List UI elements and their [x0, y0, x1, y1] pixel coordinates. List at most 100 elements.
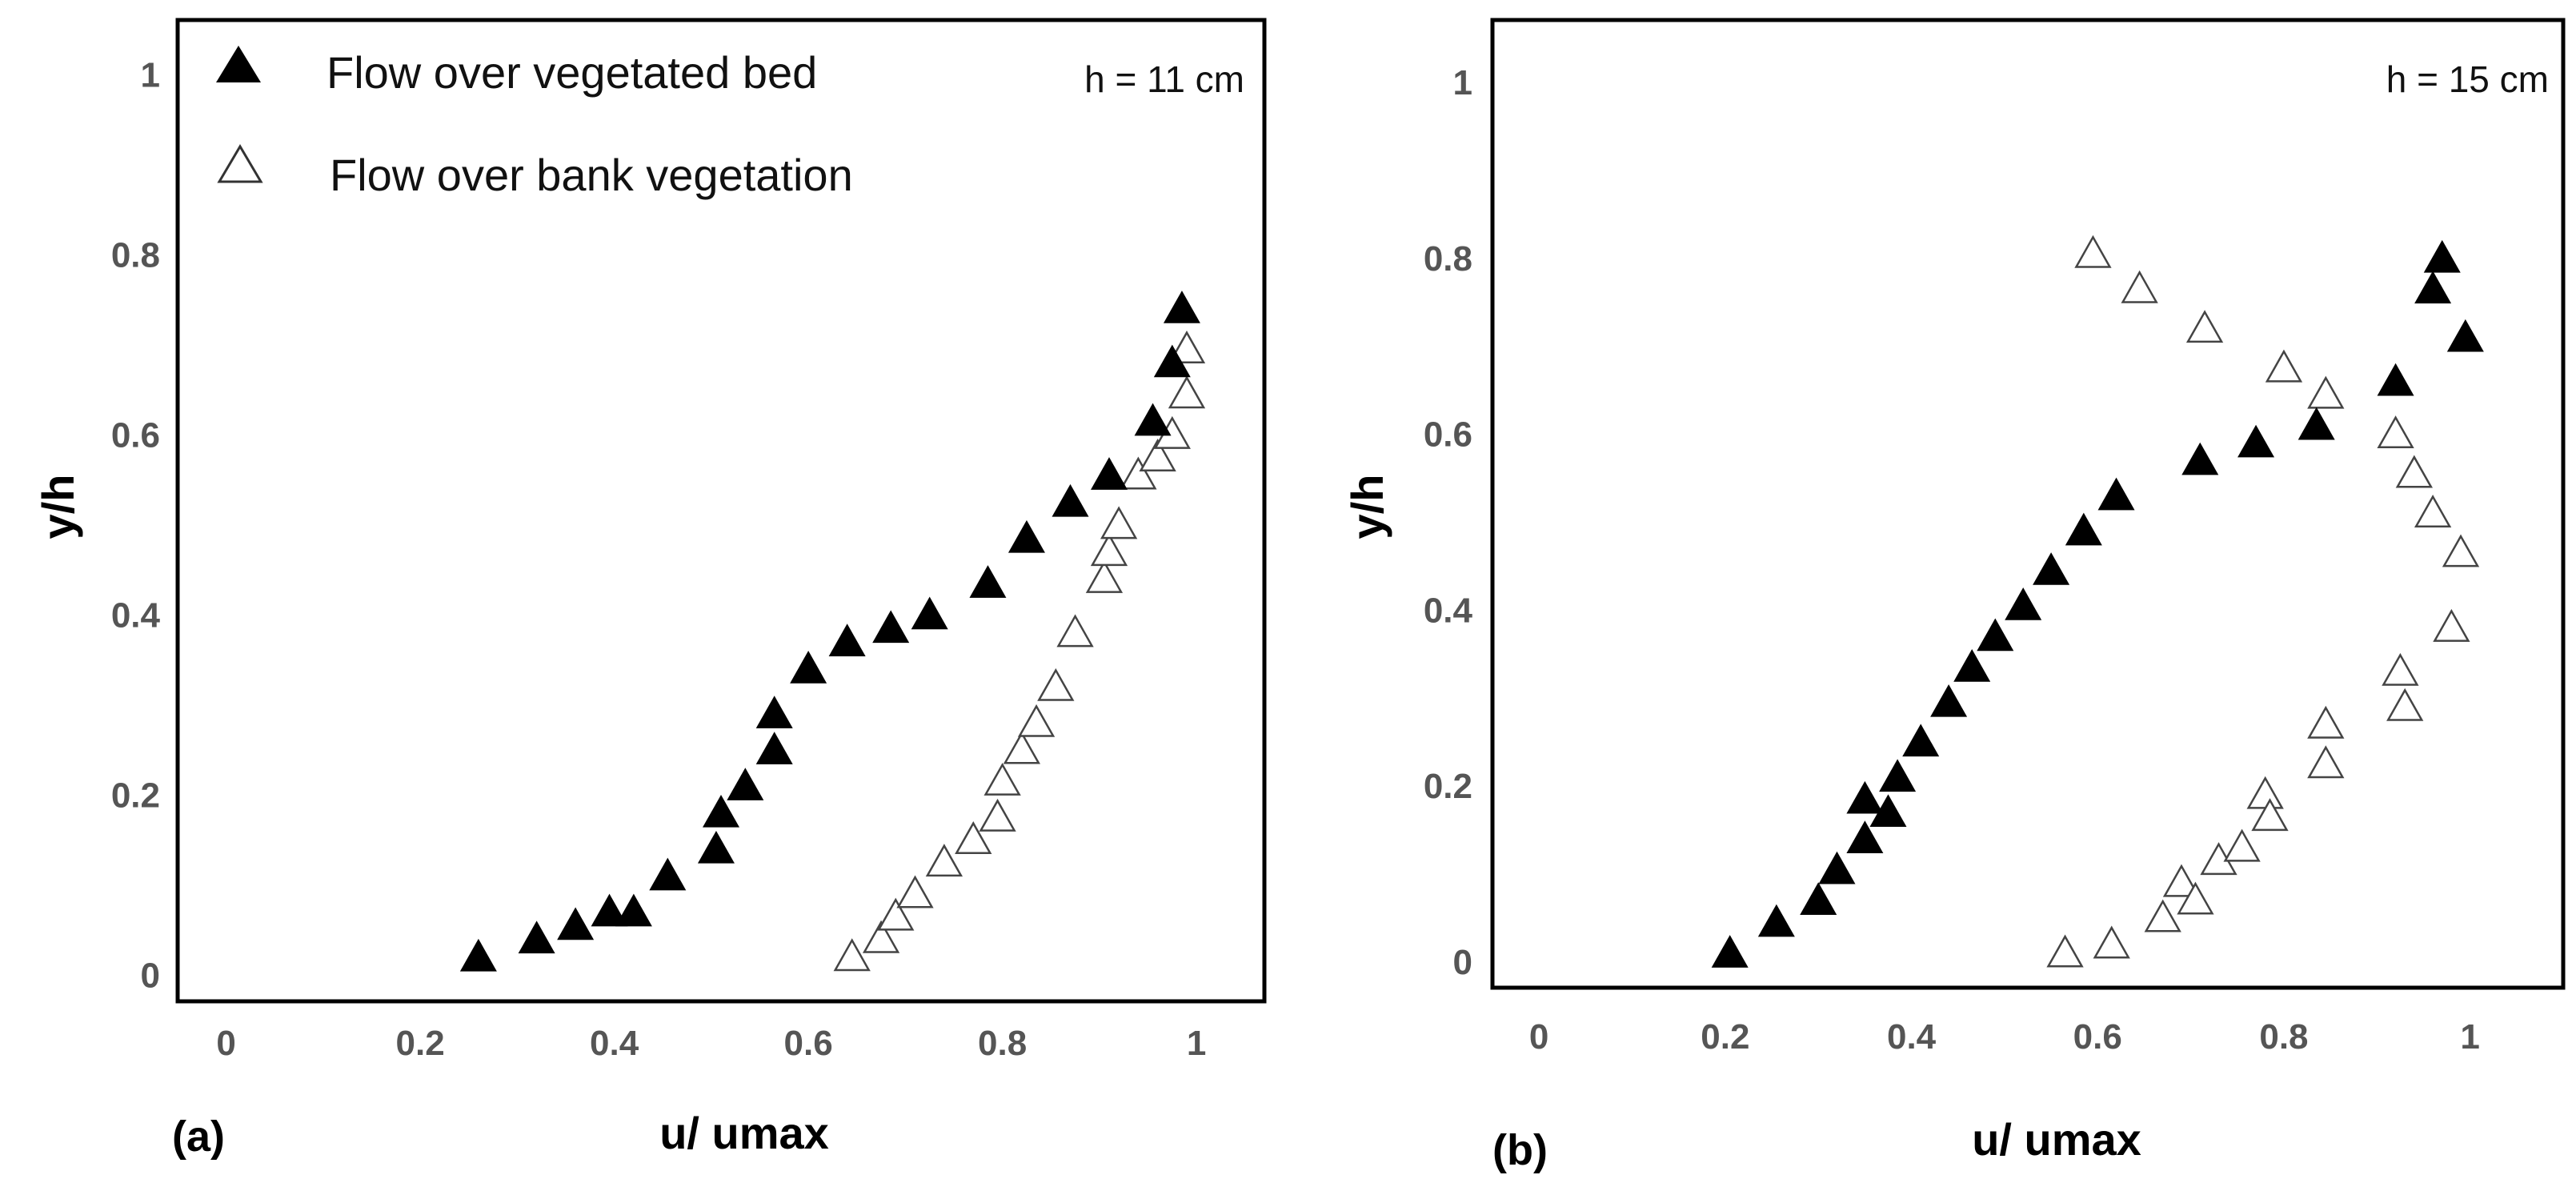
panel-a-x-tick-label: 1: [1187, 1024, 1206, 1063]
bank-vegetation-point: [1168, 375, 1206, 409]
bank-vegetation-point: [955, 821, 992, 855]
bank-vegetation-point: [2377, 415, 2414, 449]
panel-b-x-tick-label: 0.2: [1701, 1017, 1749, 1057]
panel-b-x-tick-label: 0.4: [1887, 1017, 1937, 1057]
legend-hollow-triangle-icon: [217, 144, 263, 183]
vegetated-bed-point: [1163, 291, 1200, 323]
panel-b-y-tick-label: 0.2: [1424, 767, 1472, 806]
panel-a-x-tick-label: 0.6: [784, 1024, 833, 1063]
bank-vegetation-point: [2223, 828, 2261, 862]
bank-vegetation-point: [2433, 608, 2470, 642]
panel-a-bank-vegetation-points: [833, 331, 1206, 972]
bank-vegetation-point: [1037, 668, 1075, 701]
bank-vegetation-point: [1017, 704, 1056, 737]
panel-a-depth-annotation: h = 11 cm: [1084, 58, 1244, 100]
bank-vegetation-point: [2185, 310, 2224, 343]
panel-a-plot-frame: [175, 18, 1267, 1004]
vegetated-bed-point: [697, 830, 735, 864]
vegetated-bed-point: [872, 610, 910, 644]
bank-vegetation-point: [1090, 533, 1128, 567]
panel-b-bank-vegetation-points: [2046, 235, 2480, 968]
vegetated-bed-point: [2377, 363, 2414, 396]
bank-vegetation-point: [2307, 375, 2345, 409]
bank-vegetation-point: [2121, 270, 2158, 303]
vegetated-bed-point: [1869, 794, 1907, 828]
vegetated-bed-point: [2033, 552, 2070, 585]
bank-vegetation-point: [2386, 688, 2424, 721]
vegetated-bed-point: [518, 920, 555, 954]
legend-vegetated-bed-label: Flow over vegetated bed: [327, 47, 817, 98]
bank-vegetation-point: [2382, 652, 2419, 686]
panel-a-y-tick-label: 0: [141, 956, 160, 995]
panel-a-y-tick-label: 0.8: [111, 235, 160, 275]
vegetated-bed-point: [557, 907, 595, 940]
bank-vegetation-point: [1056, 614, 1094, 648]
panel-b-x-tick-label: 0: [1529, 1017, 1548, 1057]
panel-a-x-tick-label: 0.4: [590, 1024, 639, 1063]
vegetated-bed-point: [755, 696, 793, 728]
panel-a-y-tick-label: 0.4: [111, 596, 161, 635]
vegetated-bed-point: [1008, 519, 1045, 553]
panel-a-x-axis-label: u/ umax: [659, 1108, 829, 1158]
vegetated-bed-point: [1953, 648, 1991, 682]
panel-a-vegetated-bed-points: [459, 291, 1200, 972]
vegetated-bed-point: [1711, 935, 1749, 968]
vegetated-bed-point: [2446, 319, 2484, 352]
vegetated-bed-point: [2423, 239, 2461, 273]
panel-a-x-tick-label: 0.8: [978, 1024, 1027, 1063]
panel-b-x-tick-label: 0.8: [2259, 1017, 2308, 1057]
bank-vegetation-point: [833, 938, 871, 972]
vegetated-bed-point: [828, 624, 866, 656]
vegetated-bed-point: [755, 732, 793, 764]
panel-a-x-ticks: 0 0.2 0.4 0.6 0.8 1: [216, 1024, 1206, 1063]
bank-vegetation-point: [2246, 776, 2284, 809]
vegetated-bed-point: [459, 938, 497, 972]
bank-vegetation-point: [1120, 456, 1157, 490]
bank-vegetation-point: [2307, 705, 2345, 739]
bank-vegetation-point: [2177, 881, 2214, 915]
panel-a-x-tick-label: 0: [216, 1024, 235, 1063]
panel-a-y-tick-label: 1: [141, 55, 160, 94]
vegetated-bed-point: [2065, 512, 2102, 546]
bank-vegetation-point: [2307, 745, 2345, 779]
panel-b-y-tick-label: 0.8: [1424, 239, 1472, 279]
panel-b-depth-annotation: h = 15 cm: [2386, 58, 2549, 100]
bank-vegetation-point: [1085, 559, 1124, 593]
vegetated-bed-point: [1846, 820, 1884, 854]
bank-vegetation-point: [1139, 439, 1176, 471]
panel-b: 00.20.40.60.81 0 0.2 0.4 0.6 0.8 1 h = 15 cm …: [1342, 18, 2566, 1174]
bank-vegetation-point: [2074, 235, 2112, 268]
vegetated-bed-point: [1757, 904, 1795, 937]
vegetated-bed-point: [727, 768, 764, 800]
panel-a: 0 0.2 0.4 0.6 0.8 1 0 0.2 0.4 0.6 0.8 1 Flow over …: [33, 18, 1267, 1161]
vegetated-bed-point: [2005, 587, 2042, 620]
vegetated-bed-point: [615, 893, 652, 927]
panel-b-label: (b): [1492, 1126, 1548, 1174]
vegetated-bed-point: [1977, 618, 2014, 652]
bank-vegetation-point: [1100, 506, 1138, 539]
legend-filled-triangle-icon: [216, 46, 261, 82]
panel-a-x-tick-label: 0.2: [396, 1024, 445, 1063]
vegetated-bed-point: [1879, 759, 1917, 792]
vegetated-bed-point: [1091, 457, 1128, 490]
panel-b-y-tick-label: 1: [1453, 63, 1472, 102]
vegetated-bed-point: [1800, 882, 1837, 915]
bank-vegetation-point: [2144, 899, 2181, 932]
panel-b-y-tick-label: 0.6: [1424, 415, 1472, 455]
bank-vegetation-point: [2093, 925, 2130, 959]
bank-vegetation-point: [2442, 534, 2480, 567]
panel-b-x-tick-label: 0.6: [2073, 1017, 2122, 1057]
bank-vegetation-point: [979, 798, 1016, 832]
panel-a-label: (a): [172, 1113, 225, 1161]
vegetated-bed-point: [1134, 403, 1172, 436]
panel-b-y-axis-label: y/h: [1342, 475, 1392, 539]
bank-vegetation-point: [862, 920, 900, 953]
bank-vegetation-point: [984, 762, 1021, 796]
panel-b-plot-frame: [1490, 18, 2566, 990]
bank-vegetation-point: [2414, 494, 2452, 527]
vegetated-bed-point: [1930, 684, 1968, 717]
bank-vegetation-point: [2251, 798, 2289, 832]
bank-vegetation-point: [877, 897, 915, 931]
vegetated-bed-point: [1818, 851, 1856, 884]
panel-b-x-tick-label: 1: [2460, 1017, 2479, 1057]
